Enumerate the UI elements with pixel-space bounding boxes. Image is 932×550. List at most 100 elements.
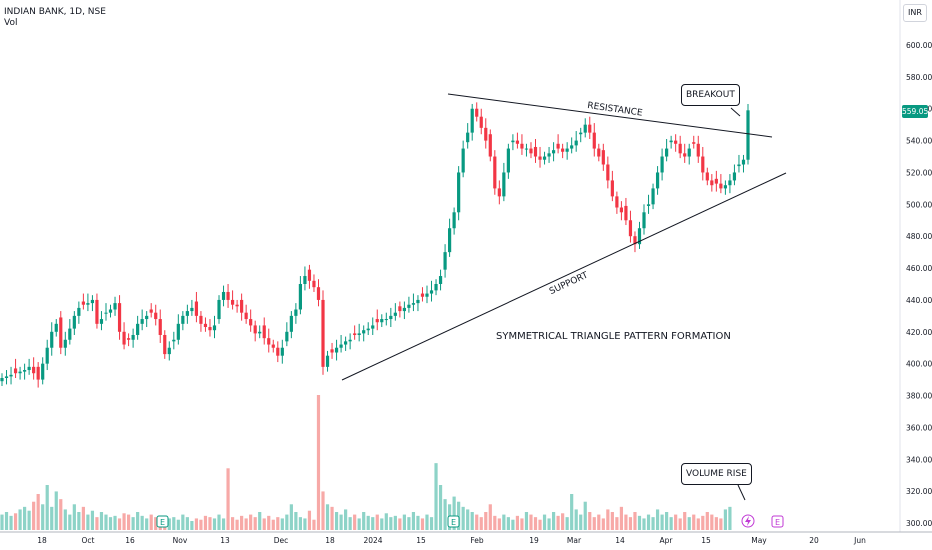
volume-bar <box>655 509 660 530</box>
earnings-marker-2[interactable]: E <box>447 515 460 528</box>
candle-body <box>601 150 605 165</box>
candle-body <box>380 319 384 323</box>
candle-body <box>705 172 709 181</box>
volume-bar <box>692 514 696 530</box>
candle-body <box>732 172 737 181</box>
volume-bar <box>203 515 208 530</box>
volume-bar <box>529 514 533 530</box>
candle-body <box>728 180 732 186</box>
candle-body <box>190 307 194 312</box>
candle-body <box>488 134 492 157</box>
volume-bar <box>710 514 714 530</box>
volume-bar <box>185 517 189 530</box>
candle-body <box>90 299 95 304</box>
volume-bar <box>524 512 529 530</box>
volume-bar <box>723 509 727 530</box>
candle-body <box>321 299 325 367</box>
candle-body <box>353 333 357 335</box>
volume-bar <box>511 519 515 530</box>
volume-bar <box>375 514 379 530</box>
candle-body <box>54 323 58 332</box>
candle-body <box>258 331 262 334</box>
volume-bar <box>212 518 217 530</box>
volume-bar <box>27 510 31 530</box>
candle-body <box>475 108 479 117</box>
x-tick-label: 2024 <box>363 536 382 545</box>
volume-bar <box>181 514 185 530</box>
volume-bar <box>344 509 348 530</box>
volume-bar <box>601 518 605 530</box>
earnings-marker-1[interactable]: E <box>156 515 169 528</box>
candle-body <box>32 366 36 374</box>
candle-body <box>271 344 275 348</box>
volume-bar <box>298 517 302 530</box>
volume-bar <box>271 519 275 530</box>
candle-body <box>203 323 208 328</box>
candle-body <box>344 341 348 345</box>
candle-body <box>524 148 529 150</box>
volume-indicator-label[interactable]: Vol <box>4 18 18 28</box>
candle-body <box>687 148 691 157</box>
candle-body <box>619 207 624 213</box>
volume-bar <box>226 468 230 530</box>
volume-bar <box>637 515 642 530</box>
candle-body <box>303 276 307 284</box>
candle-body <box>221 291 226 300</box>
candle-body <box>181 315 185 324</box>
candle-body <box>497 188 501 197</box>
volume-bar <box>714 517 718 530</box>
x-tick-label: 15 <box>701 536 711 545</box>
candle-body <box>592 132 596 149</box>
volume-bar <box>41 504 45 530</box>
candle-body <box>72 315 76 329</box>
y-tick-label: 380.00 <box>906 392 932 401</box>
volume-bar <box>104 514 108 530</box>
candle-body <box>41 363 45 380</box>
volume-bar <box>68 514 72 530</box>
candle-body <box>99 319 104 324</box>
volume-bar <box>520 518 524 530</box>
x-tick-label: 19 <box>529 536 539 545</box>
earnings-marker-3-label: E <box>775 518 780 527</box>
volume-bar <box>235 519 239 530</box>
y-tick-label: 300.00 <box>906 519 932 528</box>
candle-body <box>438 276 443 284</box>
earnings-marker-3[interactable]: E <box>771 515 784 528</box>
volume-bar <box>136 512 140 530</box>
candle-body <box>362 330 366 334</box>
volume-rise-pointer <box>737 484 746 501</box>
volume-bar <box>244 518 248 530</box>
candle-body <box>104 312 108 314</box>
volume-bar <box>683 512 687 530</box>
candle-body <box>533 146 538 157</box>
candle-body <box>68 328 72 340</box>
candle-body <box>27 366 31 371</box>
volume-bar <box>556 515 560 530</box>
candle-body <box>570 145 574 149</box>
volume-bar <box>45 485 49 530</box>
volume-bar <box>705 512 709 530</box>
candle-body <box>452 212 456 229</box>
breakout-pointer <box>730 107 741 117</box>
volume-bar <box>0 514 4 530</box>
volume-bar <box>50 506 54 530</box>
candle-body <box>665 148 669 157</box>
candle-body <box>642 212 646 229</box>
candle-body <box>407 304 411 308</box>
x-tick-label: Mar <box>567 536 582 545</box>
dividend-icon[interactable] <box>741 514 755 528</box>
volume-bar <box>13 513 18 530</box>
candle-body <box>511 140 515 143</box>
candle-body <box>230 299 235 305</box>
candle-body <box>579 132 583 135</box>
volume-bar <box>72 504 76 530</box>
currency-button[interactable]: INR <box>903 4 927 22</box>
volume-bar <box>131 517 135 530</box>
volume-bar <box>366 515 370 530</box>
candle-body <box>199 315 203 324</box>
volume-bar <box>443 499 447 530</box>
volume-bar <box>140 515 144 530</box>
candle-body <box>678 143 682 154</box>
volume-bar <box>32 501 36 530</box>
